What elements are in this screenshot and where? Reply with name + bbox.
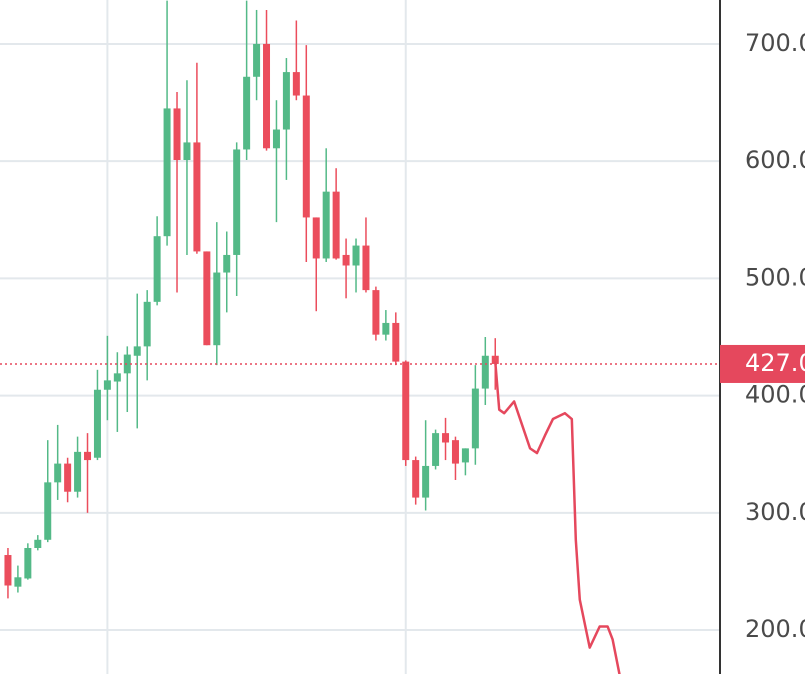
candle-body xyxy=(282,72,290,130)
last-price-label: 427.0 xyxy=(745,349,805,377)
candle-body xyxy=(103,380,111,390)
candle-body xyxy=(253,43,261,77)
y-tick-label: 700.0 xyxy=(745,29,805,57)
y-tick-label: 500.0 xyxy=(745,263,805,291)
y-tick-label: 600.0 xyxy=(745,146,805,174)
candle-body xyxy=(352,245,360,266)
candle-body xyxy=(34,539,42,548)
candle-body xyxy=(302,95,310,218)
candle-body xyxy=(312,217,320,259)
candle-body xyxy=(183,142,191,161)
candle-body xyxy=(471,388,479,449)
candle-body xyxy=(4,555,12,586)
candle-body xyxy=(263,43,271,149)
candle-body xyxy=(322,191,330,259)
candle-body xyxy=(292,72,300,96)
candle-body xyxy=(442,433,450,443)
candle-body xyxy=(24,547,32,579)
candle-body xyxy=(163,108,171,237)
candle-body xyxy=(133,346,141,356)
candle-body xyxy=(362,245,370,291)
candle-body xyxy=(93,389,101,458)
candle-body xyxy=(243,76,251,150)
candle-body xyxy=(113,373,121,382)
candle-body xyxy=(213,272,221,346)
candle-body xyxy=(432,433,440,466)
y-tick-label: 400.0 xyxy=(745,381,805,409)
candle-body xyxy=(143,301,151,347)
candle-body xyxy=(461,448,469,463)
candle-body xyxy=(412,460,420,498)
candle-body xyxy=(173,108,181,161)
candle-body xyxy=(84,451,92,461)
candle-body xyxy=(481,355,489,389)
candle-body xyxy=(223,254,231,273)
candle-body xyxy=(342,254,350,266)
candle-body xyxy=(392,322,400,362)
forecast-line xyxy=(494,361,621,674)
candle-body xyxy=(153,236,161,302)
candle-body xyxy=(54,463,62,483)
last-price-tag xyxy=(720,344,805,383)
candle-body xyxy=(372,290,380,335)
candle-body xyxy=(14,577,22,587)
y-tick-label: 300.0 xyxy=(745,498,805,526)
candle-body xyxy=(272,129,280,149)
candle-body xyxy=(382,322,390,335)
y-tick-label: 200.0 xyxy=(745,615,805,643)
candle-body xyxy=(332,191,340,259)
candle-body xyxy=(74,451,82,492)
candle-body xyxy=(451,440,459,464)
candle-body xyxy=(233,149,241,255)
candle-body xyxy=(44,482,52,540)
candle-body xyxy=(203,251,211,346)
candle-body xyxy=(402,361,410,461)
candle-body xyxy=(123,354,131,374)
candle-body xyxy=(193,142,201,252)
candle-body xyxy=(491,355,499,364)
candle-body xyxy=(64,463,72,492)
candle-body xyxy=(422,465,430,498)
